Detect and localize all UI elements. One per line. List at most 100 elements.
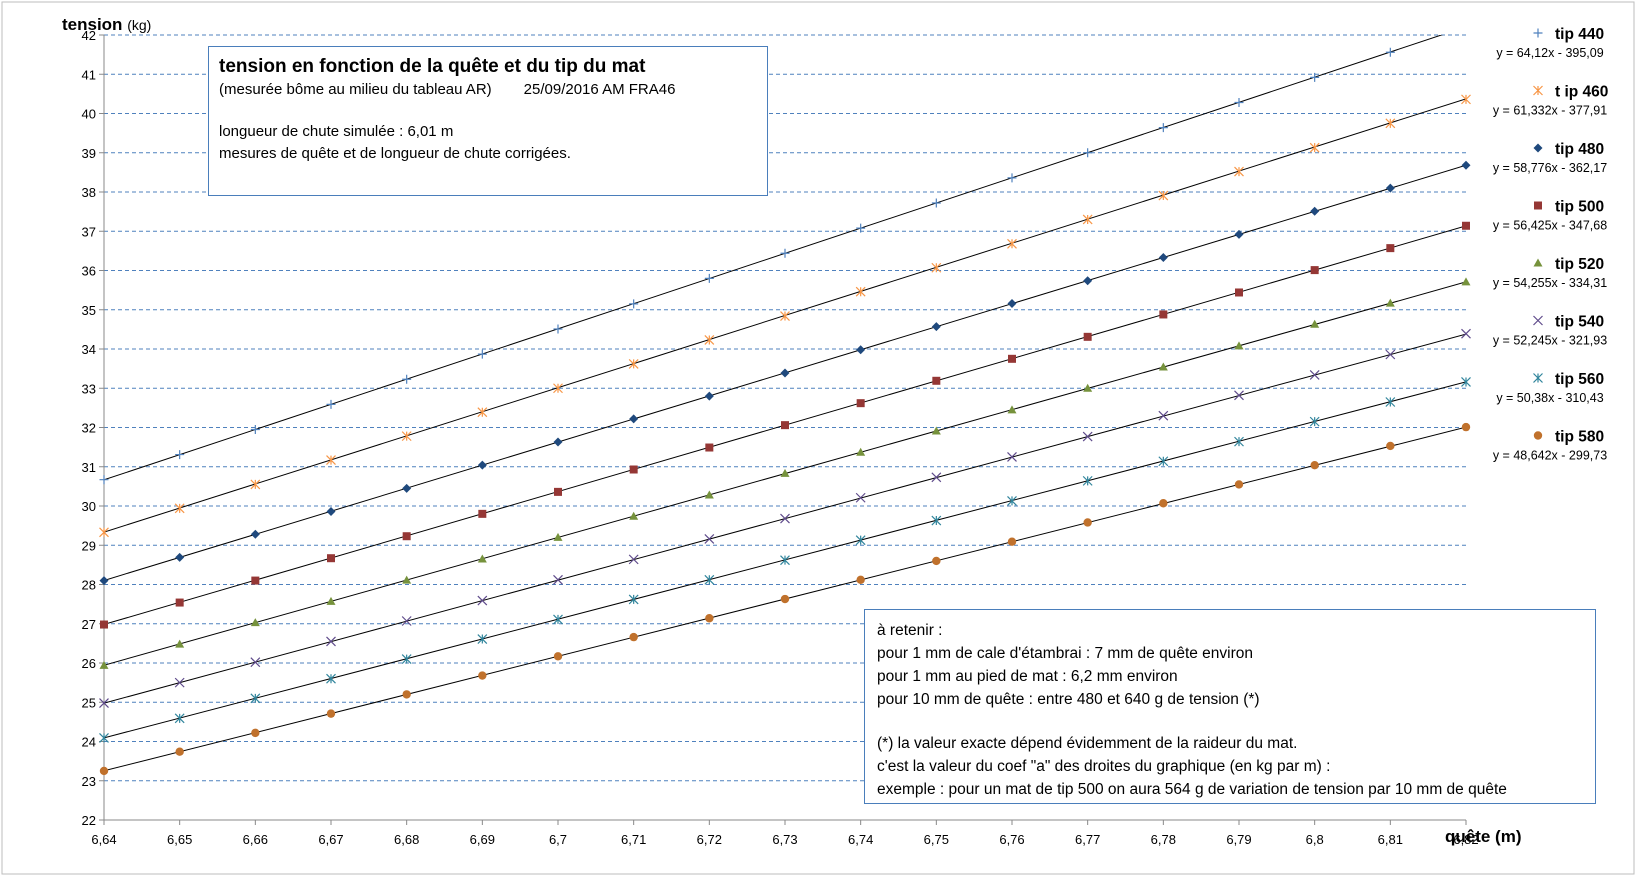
legend-equation-tip-440: y = 64,12x - 395,09 (1496, 46, 1603, 60)
point-tip-500-7 (629, 465, 638, 474)
legend-equation-tip-500: y = 56,425x - 347,68 (1493, 219, 1607, 233)
x-tick-label-6,78: 6,78 (1151, 832, 1176, 847)
legend-equation-tip-540: y = 52,245x - 321,93 (1493, 334, 1607, 348)
x-tick-label-6,75: 6,75 (924, 832, 949, 847)
legend-label-t-ip-460: t ip 460 (1555, 84, 1608, 101)
point-tip-540-3 (326, 636, 336, 647)
point-t-ip-460-5 (477, 407, 488, 418)
point-tip-560-9 (780, 555, 790, 566)
point-t-ip-460-0 (99, 527, 109, 538)
point-tip-480-1 (175, 552, 185, 562)
y-tick-label-33: 33 (82, 381, 96, 396)
x-tick-label-6,66: 6,66 (243, 832, 268, 847)
point-tip-540-17 (1385, 349, 1396, 360)
legend-marker-tip-500 (1534, 201, 1542, 210)
point-tip-560-6 (553, 614, 563, 625)
point-tip-560-13 (1082, 475, 1093, 486)
point-t-ip-460-7 (628, 358, 639, 369)
y-axis-title-main: tension (62, 15, 122, 34)
point-tip-560-3 (326, 673, 336, 684)
point-t-ip-460-13 (1082, 214, 1093, 225)
point-tip-520-18 (1461, 277, 1471, 286)
point-tip-480-15 (1234, 229, 1244, 239)
point-tip-500-12 (1008, 354, 1016, 363)
y-tick-label-36: 36 (82, 264, 96, 279)
point-tip-500-17 (1386, 244, 1395, 253)
point-tip-480-8 (704, 391, 714, 401)
point-t-ip-460-15 (1234, 166, 1244, 177)
y-tick-label-38: 38 (82, 185, 96, 200)
point-tip-480-4 (402, 483, 412, 493)
note-box: à retenir : pour 1 mm de cale d'étambrai… (864, 609, 1596, 804)
point-tip-440-6 (553, 324, 563, 334)
legend-equation-tip-480: y = 58,776x - 362,17 (1493, 161, 1607, 175)
y-tick-label-29: 29 (82, 538, 96, 553)
y-tick-label-26: 26 (82, 656, 96, 671)
point-tip-540-0 (99, 698, 109, 708)
point-tip-480-17 (1385, 183, 1395, 193)
point-tip-440-3 (326, 399, 336, 409)
point-tip-580-3 (326, 709, 336, 718)
x-tick-label-6,82: 6,82 (1453, 832, 1478, 847)
legend-marker-tip-540 (1533, 315, 1543, 326)
point-tip-540-14 (1158, 410, 1169, 421)
x-tick-label-6,81: 6,81 (1378, 832, 1403, 847)
point-tip-500-11 (932, 376, 941, 385)
x-tick-label-6,64: 6,64 (91, 832, 116, 847)
x-tick-label-6,73: 6,73 (772, 832, 797, 847)
x-tick-label-6,72: 6,72 (697, 832, 722, 847)
axis-layer: 22 23 24 25 26 27 28 29 30 31 32 33 34 35 36 37 38 39 40 41… (82, 28, 1479, 847)
point-tip-580-15 (1234, 480, 1244, 489)
x-tick-label-6,74: 6,74 (848, 832, 873, 847)
x-tick-label-6,79: 6,79 (1226, 832, 1251, 847)
subtitle-line: (mesurée bôme au milieu du tableau AR) 25… (219, 79, 757, 101)
note-line-3: pour 1 mm au pied de mat : 6,2 mm enviro… (877, 668, 1178, 685)
point-tip-580-8 (705, 614, 714, 623)
point-tip-520-14 (1158, 362, 1168, 371)
point-tip-480-2 (250, 529, 260, 539)
point-tip-560-4 (401, 654, 412, 664)
legend-label-tip-560: tip 560 (1555, 371, 1604, 388)
point-tip-440-10 (856, 223, 866, 233)
y-tick-label-42: 42 (82, 28, 96, 43)
point-tip-520-16 (1310, 319, 1320, 328)
point-tip-540-12 (1007, 452, 1017, 462)
point-tip-480-3 (326, 506, 336, 516)
legend-equation-tip-520: y = 54,255x - 334,31 (1493, 276, 1607, 290)
point-tip-440-8 (704, 273, 714, 283)
x-tick-label-6,76: 6,76 (999, 832, 1024, 847)
legend-label-tip-580: tip 580 (1555, 429, 1604, 446)
point-tip-480-7 (629, 414, 639, 424)
point-tip-560-16 (1309, 416, 1320, 427)
y-tick-label-31: 31 (82, 460, 96, 475)
y-tick-label-32: 32 (82, 421, 96, 436)
point-tip-440-2 (250, 424, 260, 434)
point-tip-480-6 (553, 437, 563, 447)
point-tip-560-7 (628, 594, 639, 605)
point-tip-560-17 (1385, 397, 1396, 407)
point-tip-580-4 (402, 690, 411, 699)
point-tip-480-10 (856, 345, 866, 355)
note-line-5 (877, 711, 1583, 732)
y-tick-label-27: 27 (82, 617, 96, 632)
point-tip-520-3 (326, 596, 336, 605)
point-t-ip-460-3 (326, 455, 336, 466)
point-tip-500-5 (478, 509, 487, 518)
point-tip-520-4 (402, 575, 412, 584)
point-tip-540-11 (931, 472, 942, 483)
point-t-ip-460-6 (553, 383, 563, 394)
point-tip-540-18 (1461, 328, 1471, 339)
point-t-ip-460-11 (931, 262, 942, 273)
point-tip-580-5 (478, 671, 487, 680)
point-tip-560-2 (250, 693, 261, 704)
point-tip-540-5 (477, 595, 488, 606)
point-tip-520-13 (1083, 383, 1093, 392)
point-tip-440-11 (931, 198, 941, 208)
legend-label-tip-440: tip 440 (1555, 26, 1604, 43)
legend-label-tip-540: tip 540 (1555, 314, 1604, 331)
x-tick-label-6,67: 6,67 (318, 832, 343, 847)
point-tip-580-2 (251, 728, 260, 738)
point-tip-520-15 (1234, 341, 1244, 350)
point-tip-500-6 (554, 487, 562, 496)
point-tip-520-6 (553, 532, 563, 541)
